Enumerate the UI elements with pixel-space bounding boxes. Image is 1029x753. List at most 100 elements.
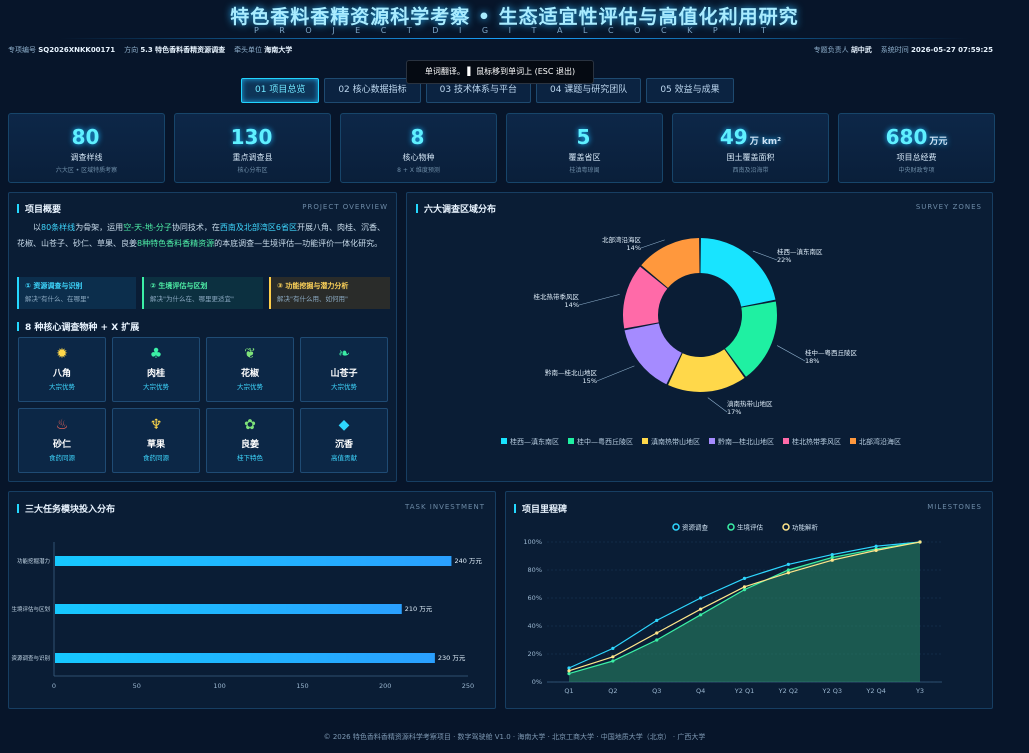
line-x-tick: Y3 [915, 687, 924, 695]
kpi-value: 8 [410, 125, 425, 149]
species-tag: 食药同源 [49, 454, 75, 462]
project-meta-left: 专项编号 SQ2026XNKK00171 方向 5.3 特色香料香精资源调查 牵… [8, 46, 293, 54]
line-point[interactable] [874, 548, 878, 552]
bar-x-tick: 150 [296, 682, 308, 690]
kpi-label: 核心物种 [402, 153, 435, 162]
line-point[interactable] [830, 558, 834, 562]
donut-slice[interactable] [623, 266, 668, 329]
species-card[interactable]: ✿ 良姜桂下特色 [206, 408, 294, 473]
line-point[interactable] [699, 596, 703, 600]
kpi-row: 80 调查样线 六大区 • 区域特质考察 130 重点调查县 核心分布区 8 核心物种 8 + … [8, 113, 995, 183]
legend-item: 北部湾沿海区 [850, 437, 901, 447]
line-point[interactable] [786, 568, 790, 572]
line-point[interactable] [699, 607, 703, 611]
milestones-tag: MILESTONES [927, 503, 982, 511]
donut-leader [752, 250, 778, 261]
species-icon: ❦ [244, 346, 256, 362]
species-card[interactable]: ♣ 肉桂 大宗优势 [112, 337, 200, 402]
line-point[interactable] [874, 544, 878, 548]
line-point[interactable] [655, 631, 659, 635]
kpi-label: 国土覆盖面积 [726, 153, 775, 162]
line-area [569, 542, 920, 682]
tab-core-metrics[interactable]: 02 核心数据指标 [324, 78, 421, 103]
line-x-tick: Y2 Q2 [778, 687, 798, 695]
species-grid: ✹ 八角 大宗优势 ♣ 肉桂 大宗优势 ❦ 花椒 大宗优势 ❧ 山苍子 大宗优势 ♨ 砂仁 食药同源 ♆ 草果食… [18, 337, 388, 473]
kpi-label: 项目总经费 [896, 153, 937, 162]
line-point[interactable] [918, 540, 922, 544]
species-tag: 大宗优势 [237, 383, 263, 391]
line-point[interactable] [786, 562, 790, 566]
species-name: 良姜 [240, 440, 259, 450]
species-card[interactable]: ♨ 砂仁 食药同源 [18, 408, 106, 473]
kpi-value: 80 [71, 125, 100, 149]
species-icon: ♣ [149, 346, 163, 362]
species-card[interactable]: ◆ 沉香 高值贡献 [300, 408, 388, 473]
kpi-label: 覆盖省区 [568, 153, 601, 162]
line-point[interactable] [742, 576, 747, 580]
task-bar[interactable] [55, 653, 435, 663]
kpi-card: 130 重点调查县 核心分布区 [174, 113, 331, 183]
bar-value-label: 210 万元 [405, 605, 433, 613]
species-icon: ♆ [149, 417, 163, 433]
species-name: 肉桂 [146, 369, 165, 379]
kpi-sub: 西南及沿海带 [732, 167, 769, 174]
tab-teams[interactable]: 04 课题与研究团队 [535, 78, 642, 103]
line-point[interactable] [611, 659, 615, 663]
line-point[interactable] [742, 588, 747, 592]
overview-tag: PROJECT OVERVIEW [302, 203, 388, 211]
species-card[interactable]: ❦ 花椒大宗优势 [206, 337, 294, 402]
donut-slice[interactable] [700, 238, 776, 307]
page-subtitle: P R O J E C T D I G I T A L C O C K P I … [253, 26, 776, 35]
kpi-card: 680 万元 项目总经费 中央财政专项 [838, 113, 995, 183]
line-y-tick: 60% [528, 594, 542, 602]
line-point[interactable] [786, 571, 790, 575]
line-y-tick: 100% [523, 538, 542, 546]
line-point[interactable] [830, 555, 834, 559]
line-point[interactable] [567, 669, 571, 673]
task-bar[interactable] [55, 556, 452, 566]
kpi-unit: 万元 [929, 137, 948, 147]
line-point[interactable] [742, 585, 747, 589]
line-point[interactable] [567, 666, 571, 670]
species-card[interactable]: ✹ 八角 大宗优势 [18, 337, 106, 402]
task-bar[interactable] [55, 604, 402, 614]
species-tag: 桂下特色 [237, 454, 263, 462]
species-icon: ✹ [56, 346, 68, 362]
kpi-value: 5 [576, 125, 591, 149]
donut-slice[interactable] [624, 323, 682, 385]
species-card[interactable]: ♆ 草果 食药同源 [112, 408, 200, 473]
task-tag: TASK INVESTMENT [405, 503, 485, 511]
species-card[interactable]: ❧ 山苍子 大宗优势 [300, 337, 388, 402]
line-x-tick: Y2 Q3 [822, 687, 842, 695]
line-y-tick: 20% [528, 650, 542, 658]
line-point[interactable] [611, 655, 615, 659]
bar-x-tick: 200 [379, 682, 391, 690]
page-title: 特色香料香精资源科学考察 • 生态适宜性评估与高值化利用研究 [230, 6, 799, 28]
species-icon: ✿ [244, 417, 256, 433]
task-card-habitat: ② 生境评估与区划 解决"为什么在、哪里更适宜" [142, 277, 263, 309]
line-point[interactable] [655, 638, 659, 642]
legend-item: 桂中—粤西丘陵区 [568, 437, 633, 447]
line-point[interactable] [655, 618, 659, 622]
bar-category-label: 资源调查与识别 [11, 654, 50, 662]
zones-panel: 六大调查区域分布 SURVEY ZONES 桂西—滇东南区 22% 桂中—粤西丘陵区… [406, 192, 993, 482]
donut-leader [578, 294, 620, 306]
donut-slice[interactable] [668, 349, 745, 392]
donut-slice[interactable] [725, 301, 777, 377]
tab-outcomes[interactable]: 05 效益与成果 [646, 78, 734, 103]
line-point[interactable] [699, 613, 703, 617]
legend-item: 桂西—滇东南区 [501, 437, 559, 447]
line-point[interactable] [830, 553, 834, 557]
donut-slice[interactable] [641, 238, 700, 288]
species-name: 砂仁 [52, 440, 71, 450]
line-point[interactable] [567, 672, 571, 676]
bar-category-label: 功能挖掘潜力 [17, 557, 50, 565]
line-legend-marker [727, 523, 735, 531]
line-point[interactable] [611, 646, 615, 650]
species-tag: 食药同源 [143, 454, 169, 462]
species-name: 花椒 [240, 369, 259, 379]
donut-leader [596, 365, 635, 382]
species-name: 沉香 [334, 440, 353, 450]
tab-overview[interactable]: 01 项目总览 [241, 78, 320, 103]
